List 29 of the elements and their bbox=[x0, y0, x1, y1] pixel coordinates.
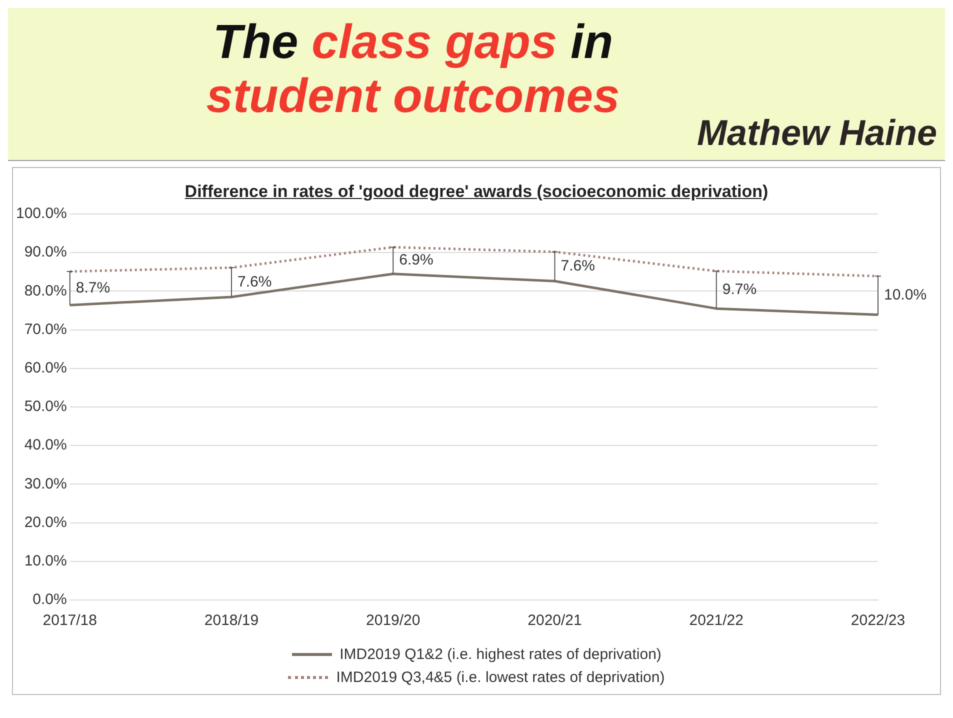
y-tick-label: 30.0% bbox=[24, 475, 67, 492]
x-tick-label: 2018/19 bbox=[204, 612, 259, 630]
y-tick-label: 70.0% bbox=[24, 320, 67, 338]
x-tick-label: 2017/18 bbox=[42, 612, 97, 630]
y-tick-label: 100.0% bbox=[16, 205, 67, 222]
annotation: 10.0% bbox=[884, 286, 927, 304]
y-tick-label: 80.0% bbox=[24, 282, 67, 300]
y-tick-label: 20.0% bbox=[24, 514, 67, 531]
y-tick-label: 60.0% bbox=[24, 360, 67, 377]
y-tick-label: 90.0% bbox=[24, 244, 67, 261]
x-tick-label: 2022/23 bbox=[850, 612, 906, 630]
annotation: 6.9% bbox=[399, 252, 434, 269]
x-tick-label: 2020/21 bbox=[528, 612, 582, 630]
x-tick-label: 2021/22 bbox=[689, 612, 744, 630]
y-tick-label: 50.0% bbox=[24, 398, 67, 416]
chart-subtitle: Difference in rates of 'good degree' awards (socioeconomic deprivation) bbox=[184, 182, 770, 202]
x-tick-label: 2019/20 bbox=[366, 612, 420, 630]
line-series bbox=[68, 246, 880, 278]
legend-label: IMD2019 Q3,4&5 (i.e. lowest rates of deprivation) bbox=[336, 669, 665, 686]
annotation: 7.6% bbox=[560, 258, 595, 275]
y-tick-label: 40.0% bbox=[24, 436, 67, 454]
annotation: 8.7% bbox=[76, 279, 110, 296]
y-tick-label: 0.0% bbox=[32, 591, 67, 608]
annotation: 7.6% bbox=[238, 273, 272, 290]
annotation: 9.7% bbox=[722, 280, 757, 298]
chart-title: The class gaps in student outcomes bbox=[206, 16, 620, 123]
legend-label: IMD2019 Q1&2 (i.e. highest rates of deprivation) bbox=[340, 646, 662, 663]
text: Mathew Haine bbox=[696, 112, 937, 154]
y-tick-label: 10.0% bbox=[24, 552, 67, 570]
